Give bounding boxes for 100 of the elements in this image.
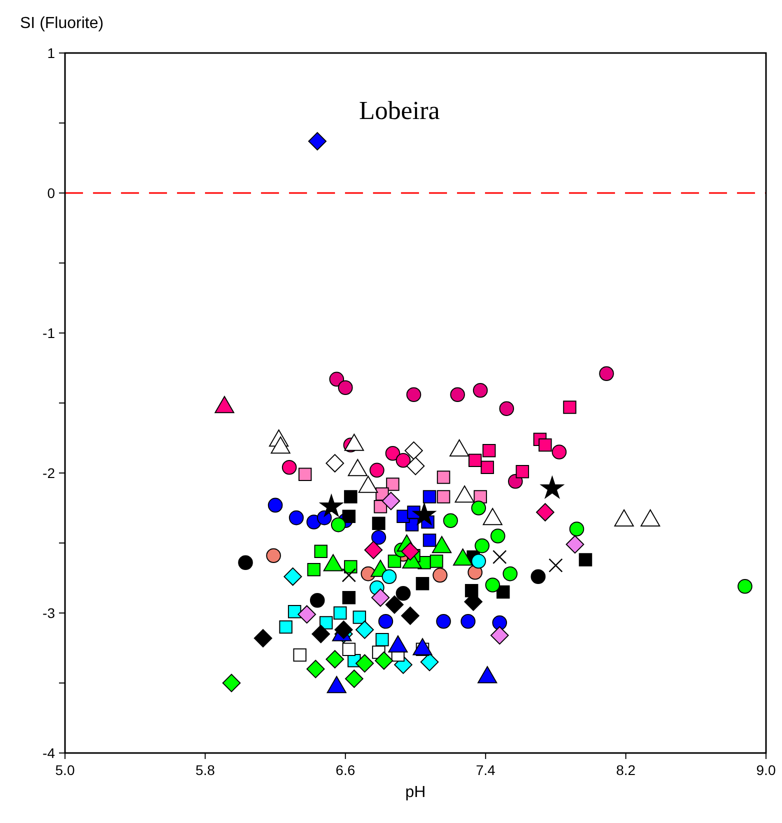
- point: [536, 503, 554, 522]
- point: [288, 510, 304, 526]
- point: [312, 624, 330, 644]
- point: [372, 516, 386, 530]
- point: [396, 453, 411, 468]
- point: [401, 542, 420, 561]
- point: [436, 470, 450, 484]
- point: [334, 620, 353, 639]
- point: [316, 510, 332, 526]
- point: [499, 401, 514, 416]
- point: [320, 616, 333, 630]
- point: [416, 576, 430, 590]
- point: [371, 588, 390, 607]
- point: [371, 530, 386, 545]
- point: [738, 579, 752, 594]
- point: [314, 544, 328, 558]
- point: [471, 500, 486, 516]
- point: [288, 604, 302, 618]
- point: [310, 593, 325, 608]
- y-tick-label: -1: [42, 324, 56, 341]
- point: [298, 468, 312, 482]
- point: [406, 456, 425, 476]
- point: [436, 490, 450, 504]
- point: [382, 492, 400, 510]
- x-tick-label: 5.0: [55, 762, 75, 778]
- point: [540, 476, 564, 498]
- point: [342, 590, 356, 604]
- point: [344, 560, 358, 574]
- point: [356, 620, 374, 639]
- point: [266, 548, 281, 563]
- point: [238, 555, 253, 570]
- point: [293, 648, 306, 662]
- point: [320, 494, 343, 516]
- point: [552, 444, 567, 460]
- point: [254, 629, 272, 648]
- point: [282, 460, 297, 475]
- point: [382, 569, 397, 584]
- point: [460, 614, 476, 629]
- point: [432, 568, 448, 583]
- y-axis-title: SI (Fluorite): [20, 15, 104, 32]
- point: [342, 642, 356, 656]
- point: [422, 534, 436, 547]
- x-tick-label: 8.2: [616, 762, 636, 778]
- point: [222, 674, 241, 692]
- point: [370, 462, 384, 478]
- point: [472, 383, 488, 398]
- point: [538, 438, 552, 452]
- x-tick-label: 5.8: [195, 762, 216, 778]
- point: [492, 615, 508, 630]
- point: [471, 554, 486, 569]
- point: [508, 474, 523, 489]
- point: [326, 650, 344, 668]
- point: [342, 568, 356, 582]
- point: [345, 670, 364, 688]
- point: [306, 660, 325, 678]
- point: [334, 606, 347, 620]
- point: [530, 569, 546, 584]
- point: [406, 387, 422, 402]
- point: [485, 578, 500, 592]
- x-tick-label: 6.6: [336, 762, 356, 778]
- point: [342, 510, 356, 524]
- point: [468, 454, 482, 468]
- point: [329, 372, 344, 387]
- y-tick-label: 0: [47, 184, 56, 201]
- point: [502, 566, 518, 582]
- point: [386, 478, 400, 491]
- point: [443, 513, 458, 528]
- point: [563, 400, 576, 414]
- point: [385, 595, 404, 614]
- annotation: Lobeira: [358, 96, 440, 126]
- point: [356, 654, 374, 673]
- y-tick-label: -4: [42, 744, 56, 761]
- point: [352, 610, 366, 624]
- point: [599, 366, 614, 381]
- point: [480, 460, 494, 474]
- point: [490, 528, 506, 544]
- point: [430, 554, 444, 568]
- point: [578, 553, 592, 566]
- point: [548, 558, 563, 572]
- point: [490, 626, 509, 645]
- point: [396, 586, 411, 601]
- point: [308, 132, 327, 150]
- x-tick-label: 9.0: [756, 762, 776, 778]
- point: [378, 614, 394, 629]
- point: [364, 540, 383, 560]
- point: [436, 614, 451, 629]
- point: [376, 632, 389, 646]
- point: [284, 567, 302, 586]
- point: [326, 454, 344, 472]
- point: [268, 498, 283, 513]
- point: [516, 464, 530, 478]
- point: [385, 446, 400, 461]
- point: [566, 535, 584, 554]
- point: [412, 502, 436, 525]
- point: [482, 444, 496, 458]
- point: [374, 651, 394, 670]
- point: [450, 387, 465, 402]
- point: [344, 490, 358, 504]
- point: [569, 522, 584, 536]
- point: [330, 517, 346, 532]
